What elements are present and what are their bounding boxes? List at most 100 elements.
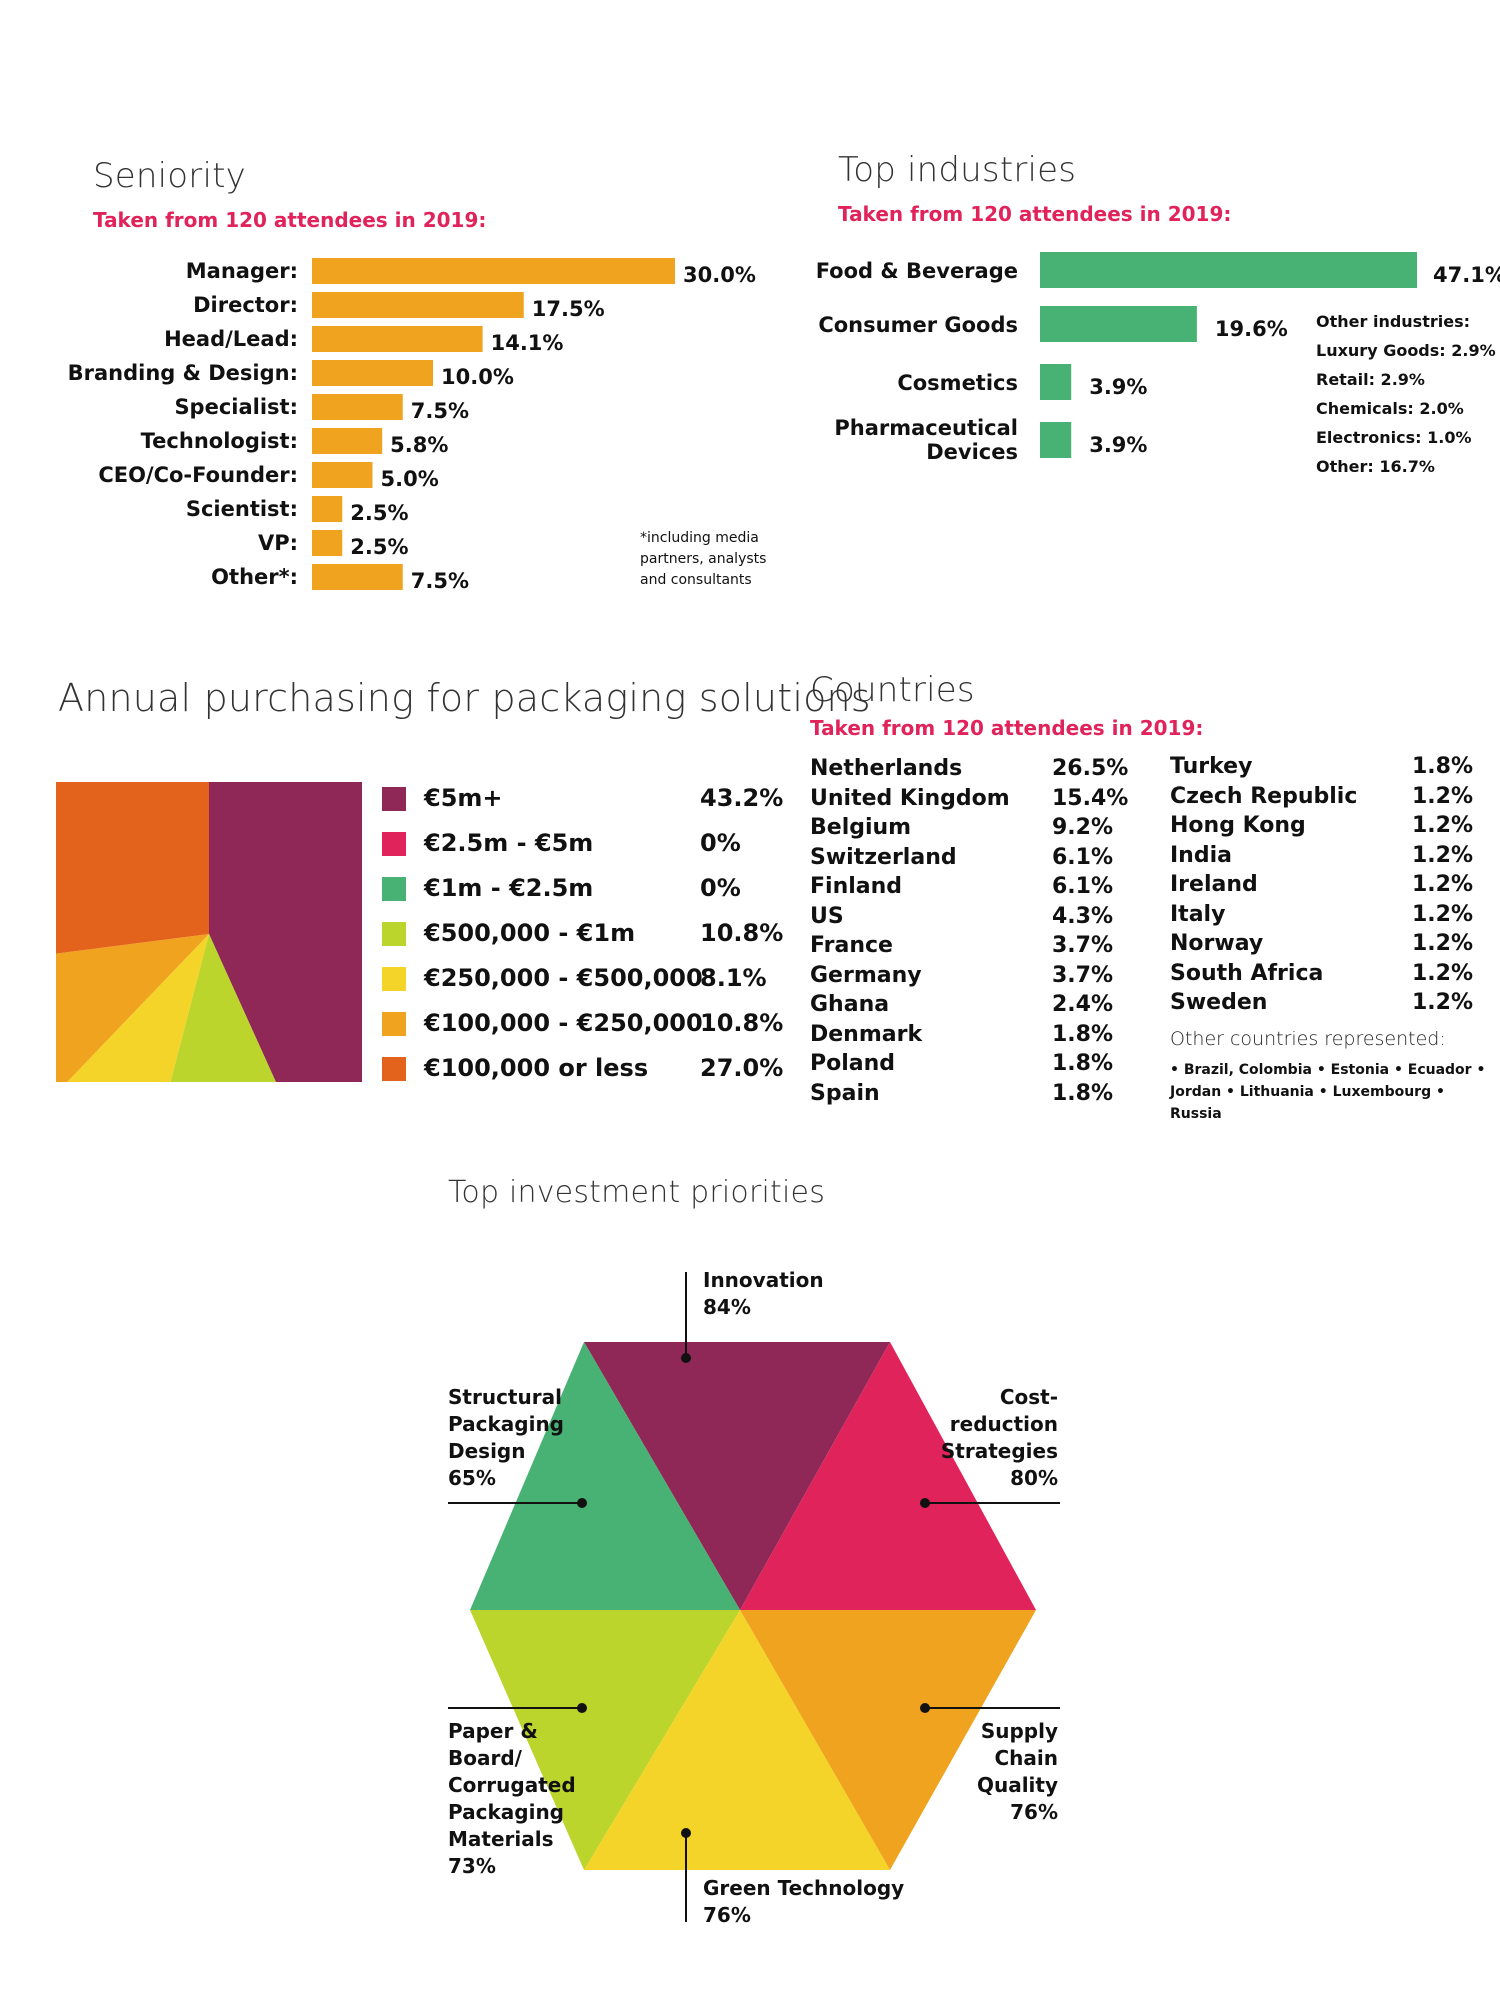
investment-label: Supply Chain Quality 76% [977,1719,1058,1824]
other-industry-item: Chemicals: 2.0% [1316,399,1464,418]
purchasing-pie-chart [56,782,362,1082]
country-row: India 1.2% [1170,842,1473,873]
investment-leader-dot [577,1703,587,1713]
pie-legend-swatch [382,1012,406,1036]
country-row: Poland 1.8% [810,1051,1130,1081]
seniority-footnote-line: *including media [640,530,759,546]
country-row: Turkey 1.8% [1170,754,1473,784]
country-row: Czech Republic 1.2% [1170,784,1473,814]
country-name: Ghana [810,992,890,1017]
country-row: Italy 1.2% [1170,902,1473,932]
pie-legend-swatch [382,967,406,991]
country-row: United Kingdom 15.4% [810,786,1130,816]
pie-legend-label: €250,000 - €500,000 [424,964,703,992]
pie-legend-item: €1m - €2.5m 0% [382,874,782,906]
country-row: Spain 1.8% [810,1081,1130,1111]
investment-leader-dot [681,1353,691,1363]
pie-legend-item: €2.5m - €5m 0% [382,829,782,861]
investment-title: Top investment priorities [448,1175,826,1210]
seniority-value-label: 10.0% [441,365,514,389]
seniority-category-label: Manager: [186,259,298,283]
country-row: France 3.7% [810,933,1130,963]
country-name: Sweden [1170,990,1268,1015]
industries-value-label: 47.1% [1433,263,1500,287]
other-industries-heading: Other industries: [1316,312,1470,331]
investment-label: Innovation 84% [703,1268,824,1319]
seniority-bar-chart: Manager: 30.0% Director: 17.5% Head/Lead: 14.… [68,258,756,593]
seniority-bar [312,428,383,454]
country-row: Ghana 2.4% [810,992,1130,1022]
other-industry-item: Electronics: 1.0% [1316,428,1472,447]
seniority-value-label: 7.5% [411,399,469,423]
pie-legend-label: €100,000 - €250,000 [424,1009,703,1037]
seniority-bar [312,258,675,284]
country-name: Denmark [810,1021,923,1047]
industries-bar [1040,252,1417,288]
pie-legend-value: 8.1% [700,964,767,992]
country-row: Denmark 1.8% [810,1022,1130,1052]
pie-legend-item: €5m+ 43.2% [382,784,784,816]
industries-category-label: Devices [926,440,1018,464]
country-value: 4.3% [1052,903,1114,929]
investment-segment [584,1610,890,1870]
seniority-bar [312,564,403,590]
country-value: 1.2% [1412,813,1474,838]
other-industry-item: Retail: 2.9% [1316,370,1425,389]
country-value: 1.8% [1052,1080,1114,1106]
other-industries-list: Other industries: Luxury Goods: 2.9% Ret… [1316,307,1496,481]
seniority-value-label: 14.1% [491,331,564,355]
country-name: Netherlands [810,756,963,781]
industries-category-label: Food & Beverage [816,259,1018,283]
countries-subtitle: Taken from 120 attendees in 2019: [810,716,1204,740]
pie-legend-label: €100,000 or less [424,1054,649,1082]
seniority-value-label: 7.5% [411,569,469,593]
pie-legend-swatch [382,787,406,811]
country-name: United Kingdom [810,785,1010,811]
country-value: 1.2% [1412,960,1474,986]
country-row: Netherlands 26.5% [810,756,1130,786]
seniority-category-label: Branding & Design: [68,361,298,385]
country-row: Germany 3.7% [810,963,1130,993]
country-name: India [1170,842,1232,868]
seniority-bar [312,292,524,318]
pie-legend-value: 0% [700,874,741,902]
seniority-value-label: 5.0% [381,467,439,491]
seniority-value-label: 5.8% [390,433,448,457]
pie-legend-swatch [382,832,406,856]
investment-segment [470,1610,740,1870]
pie-legend-swatch [382,922,406,946]
country-value: 15.4% [1052,785,1129,811]
pie-slice [56,782,209,954]
country-name: Finland [810,874,903,899]
country-row: US 4.3% [810,904,1130,934]
country-row: Hong Kong 1.2% [1170,813,1474,843]
other-countries-line: Jordan • Lithuania • Luxembourg • Russia [1170,1084,1445,1122]
seniority-footnote-line: partners, analysts [640,551,767,567]
industries-category-label: Consumer Goods [818,313,1018,337]
country-name: Poland [810,1051,896,1076]
industries-category-label: Cosmetics [897,371,1018,395]
industries-category-label: Pharmaceutical [834,416,1018,440]
country-value: 1.2% [1412,931,1474,956]
other-countries-line: • Brazil, Colombia • Estonia • Ecuador • [1170,1062,1486,1078]
pie-legend-swatch [382,1057,406,1081]
pie-legend-value: 43.2% [700,784,784,812]
country-name: Belgium [810,815,912,840]
pie-slice [209,782,362,1082]
industries-value-label: 3.9% [1089,375,1147,399]
country-value: 1.8% [1052,1051,1114,1076]
industries-title: Top industries [838,150,1077,190]
seniority-category-label: Director: [193,293,298,317]
seniority-category-label: VP: [258,531,298,555]
pie-legend-label: €2.5m - €5m [424,829,594,857]
country-row: Switzerland 6.1% [810,845,1130,875]
seniority-bar [312,326,483,352]
seniority-subtitle: Taken from 120 attendees in 2019: [93,208,487,232]
pie-legend-item: €100,000 - €250,000 10.8% [382,1009,783,1041]
investment-label: Structural Packaging Design 65% [448,1385,564,1490]
industries-subtitle: Taken from 120 attendees in 2019: [838,202,1232,226]
pie-legend-label: €1m - €2.5m [424,874,594,902]
country-row: South Africa 1.2% [1170,960,1474,991]
seniority-title: Seniority [93,156,246,196]
pie-legend-value: 0% [700,829,741,857]
